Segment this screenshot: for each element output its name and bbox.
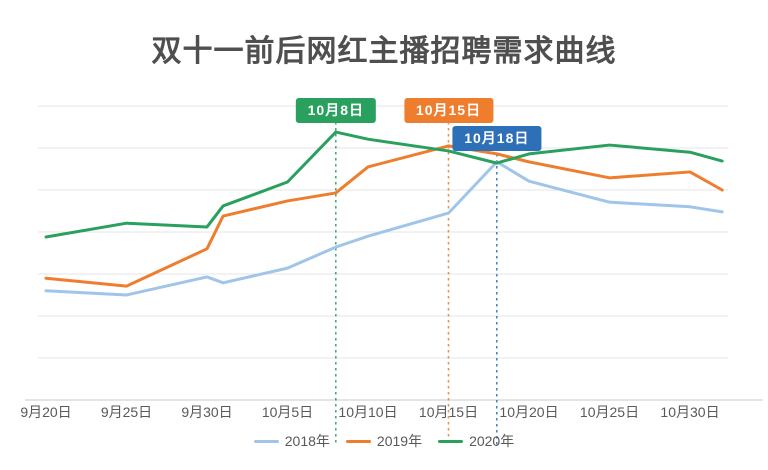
legend-swatch-icon (253, 439, 279, 443)
x-tick-label: 9月20日 (20, 404, 71, 420)
x-tick-label: 10月20日 (499, 404, 558, 420)
legend-item-2018年[interactable]: 2018年 (253, 431, 330, 451)
legend-item-2020年[interactable]: 2020年 (438, 431, 514, 451)
x-tick-label: 9月25日 (101, 404, 152, 420)
annotation-badge: 10月8日 (295, 98, 376, 123)
legend-item-2019年[interactable]: 2019年 (345, 431, 423, 451)
x-tick-label: 10月25日 (580, 404, 639, 420)
x-tick-label: 10月10日 (338, 404, 397, 420)
x-tick-label: 10月15日 (419, 404, 478, 420)
series-line-2019年 (44, 144, 724, 288)
series-line-2018年 (44, 160, 724, 297)
chart-title: 双十一前后网红主播招聘需求曲线 (151, 35, 617, 68)
legend-label: 2020年 (469, 433, 515, 449)
legend-swatch-icon (345, 439, 371, 443)
annotation-badge: 10月18日 (452, 126, 542, 151)
legend-swatch-icon (438, 439, 464, 443)
chart-legend: 2018年 2019年 2020年 (0, 431, 768, 451)
legend-label: 2019年 (376, 433, 423, 449)
legend-label: 2018年 (284, 433, 330, 449)
x-tick-label: 9月30日 (181, 404, 232, 420)
annotation-badge: 10月15日 (403, 98, 494, 123)
series-line-2020年 (44, 130, 724, 239)
x-tick-label: 10月5日 (262, 404, 313, 420)
x-tick-label: 10月30日 (660, 404, 719, 420)
